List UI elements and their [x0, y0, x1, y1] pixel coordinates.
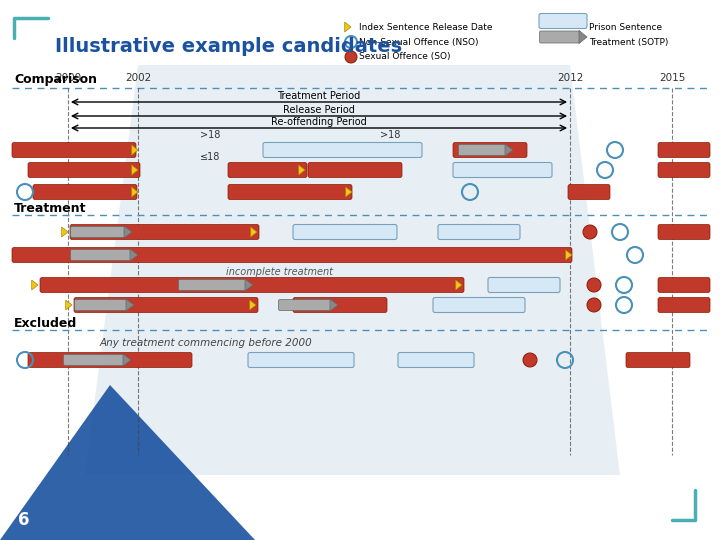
FancyBboxPatch shape — [228, 163, 307, 178]
FancyBboxPatch shape — [74, 300, 127, 310]
FancyBboxPatch shape — [539, 14, 587, 29]
Text: Sexual Offence (SO): Sexual Offence (SO) — [359, 52, 451, 62]
Text: 6: 6 — [18, 511, 30, 529]
FancyBboxPatch shape — [626, 353, 690, 368]
FancyBboxPatch shape — [453, 163, 552, 178]
Polygon shape — [579, 30, 587, 44]
Polygon shape — [456, 280, 462, 290]
FancyBboxPatch shape — [33, 185, 137, 199]
Polygon shape — [132, 187, 138, 197]
Polygon shape — [130, 249, 138, 261]
FancyBboxPatch shape — [658, 225, 710, 240]
FancyBboxPatch shape — [539, 31, 580, 43]
Text: incomplete treatment: incomplete treatment — [227, 267, 333, 277]
Polygon shape — [132, 145, 138, 155]
FancyBboxPatch shape — [568, 185, 610, 199]
FancyBboxPatch shape — [40, 278, 464, 293]
FancyBboxPatch shape — [248, 353, 354, 368]
Polygon shape — [245, 279, 253, 291]
Polygon shape — [566, 250, 572, 260]
Circle shape — [523, 353, 537, 367]
FancyBboxPatch shape — [398, 353, 474, 368]
Text: Treatment: Treatment — [14, 202, 86, 215]
Text: >18: >18 — [200, 130, 220, 140]
Polygon shape — [126, 299, 134, 311]
FancyBboxPatch shape — [658, 143, 710, 158]
Polygon shape — [124, 226, 132, 238]
FancyBboxPatch shape — [70, 225, 259, 240]
Polygon shape — [123, 354, 131, 366]
FancyBboxPatch shape — [658, 278, 710, 293]
FancyBboxPatch shape — [71, 226, 125, 238]
Polygon shape — [330, 299, 338, 311]
Text: Prison Sentence: Prison Sentence — [589, 23, 662, 31]
Polygon shape — [32, 280, 38, 290]
Polygon shape — [250, 300, 256, 310]
Polygon shape — [299, 165, 305, 175]
FancyBboxPatch shape — [74, 298, 258, 313]
Text: 2002: 2002 — [125, 73, 151, 83]
FancyBboxPatch shape — [279, 300, 331, 310]
FancyBboxPatch shape — [179, 280, 246, 291]
Text: Release Period: Release Period — [283, 105, 355, 115]
FancyBboxPatch shape — [263, 143, 422, 158]
Text: 2000: 2000 — [55, 73, 81, 83]
Text: Non-Sexual Offence (NSO): Non-Sexual Offence (NSO) — [359, 37, 479, 46]
FancyBboxPatch shape — [308, 163, 402, 178]
Circle shape — [587, 278, 601, 292]
Polygon shape — [251, 227, 257, 237]
Text: 2015: 2015 — [659, 73, 685, 83]
FancyBboxPatch shape — [63, 354, 125, 366]
FancyBboxPatch shape — [453, 143, 527, 158]
Polygon shape — [345, 22, 351, 32]
Polygon shape — [62, 227, 68, 237]
Text: Illustrative example candidates: Illustrative example candidates — [55, 37, 402, 57]
FancyBboxPatch shape — [12, 143, 136, 158]
FancyBboxPatch shape — [433, 298, 525, 313]
Polygon shape — [0, 385, 255, 540]
Text: ≤18: ≤18 — [200, 152, 220, 162]
Text: Excluded: Excluded — [14, 317, 77, 330]
Polygon shape — [85, 65, 620, 475]
FancyBboxPatch shape — [28, 163, 140, 178]
FancyBboxPatch shape — [293, 225, 397, 240]
Text: >18: >18 — [380, 130, 400, 140]
Text: Any treatment commencing before 2000: Any treatment commencing before 2000 — [100, 338, 312, 348]
Circle shape — [583, 225, 597, 239]
FancyBboxPatch shape — [293, 298, 387, 313]
FancyBboxPatch shape — [28, 353, 192, 368]
Polygon shape — [132, 165, 138, 175]
Circle shape — [345, 51, 357, 63]
Text: Re-offending Period: Re-offending Period — [271, 117, 367, 127]
Circle shape — [587, 298, 601, 312]
Text: Treatment (SOTP): Treatment (SOTP) — [589, 38, 668, 48]
Polygon shape — [346, 187, 352, 197]
FancyBboxPatch shape — [488, 278, 560, 293]
FancyBboxPatch shape — [459, 145, 506, 156]
Text: Index Sentence Release Date: Index Sentence Release Date — [359, 23, 492, 31]
FancyBboxPatch shape — [658, 298, 710, 313]
Polygon shape — [505, 144, 513, 156]
FancyBboxPatch shape — [71, 249, 132, 260]
Text: Treatment Period: Treatment Period — [277, 91, 361, 101]
FancyBboxPatch shape — [228, 185, 352, 199]
FancyBboxPatch shape — [438, 225, 520, 240]
FancyBboxPatch shape — [12, 247, 572, 262]
Polygon shape — [66, 300, 72, 310]
FancyBboxPatch shape — [658, 163, 710, 178]
Text: Comparison: Comparison — [14, 73, 97, 86]
Text: 2012: 2012 — [557, 73, 583, 83]
